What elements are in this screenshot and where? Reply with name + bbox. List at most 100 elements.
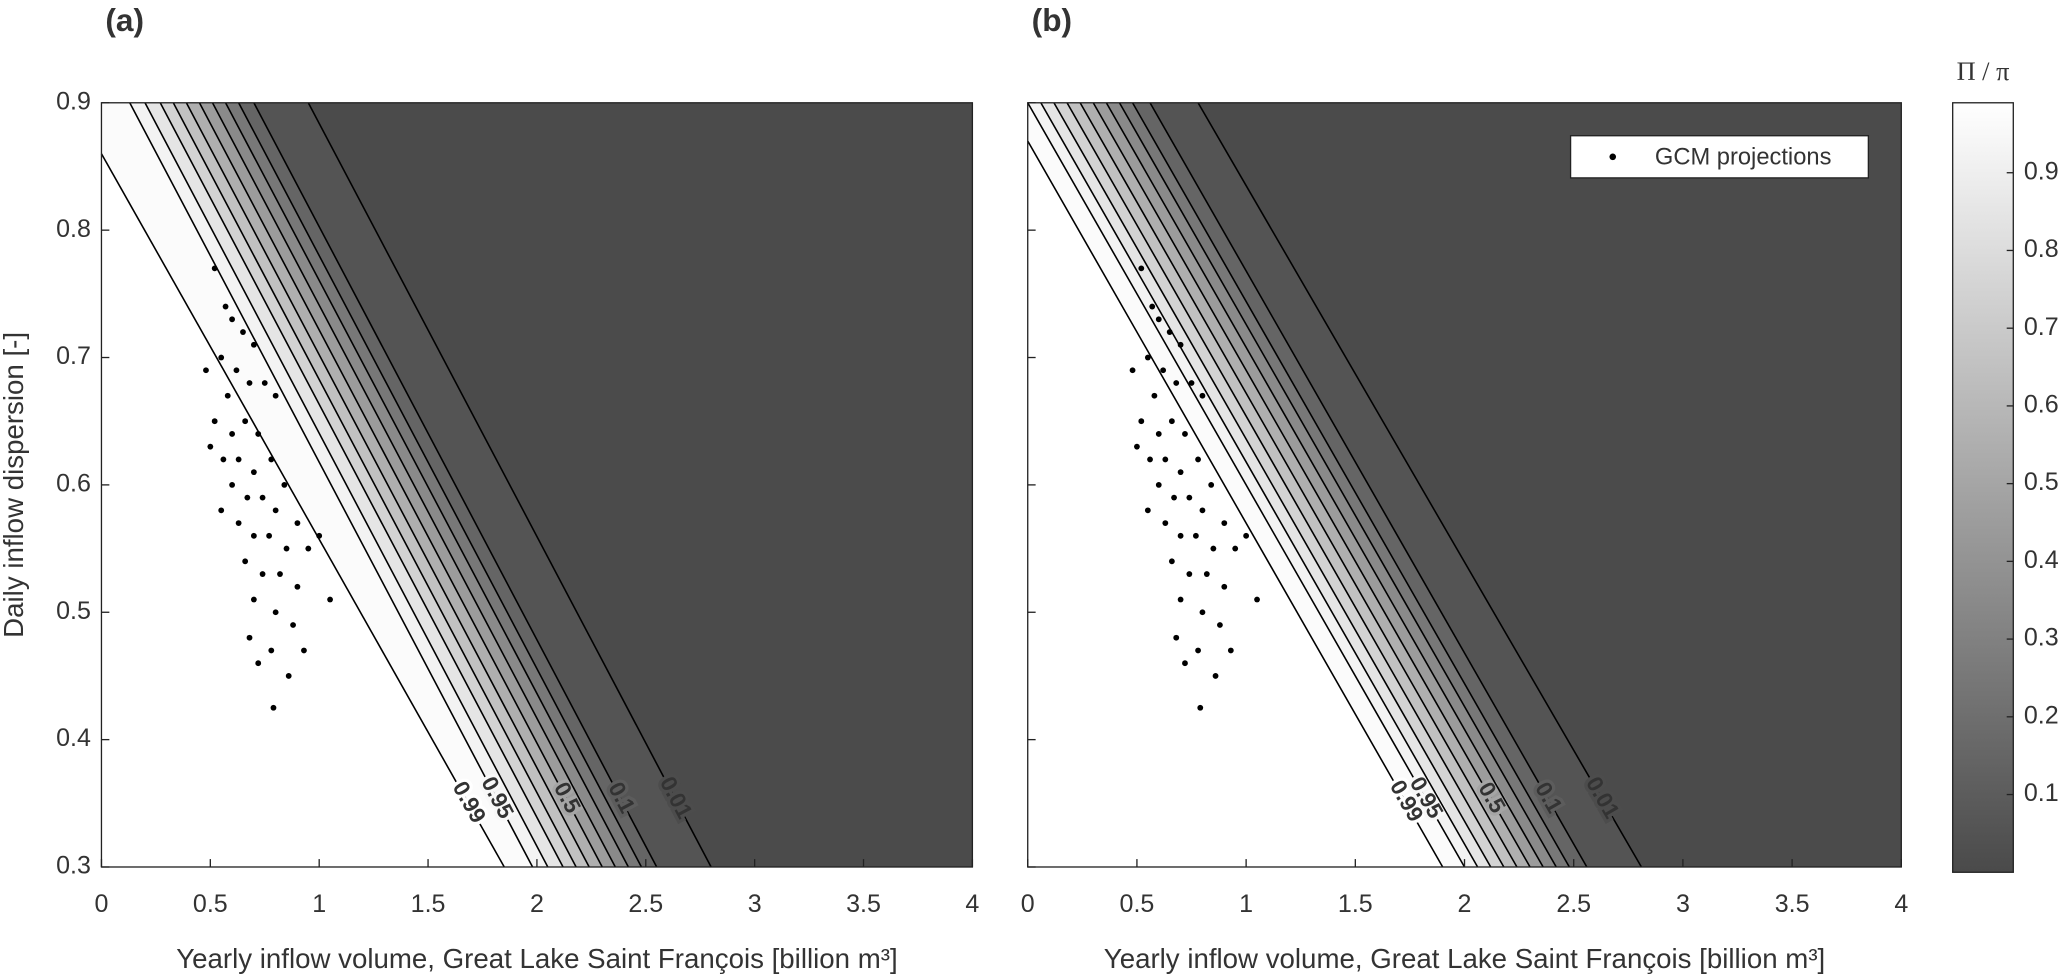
gcm-point [242, 418, 249, 425]
x-tick-label: 2 [530, 890, 544, 918]
gcm-point [1186, 571, 1193, 577]
gcm-point [1138, 265, 1145, 272]
y-tick-label: 0.9 [56, 87, 91, 115]
contour-line [1027, 102, 1466, 868]
gcm-point [229, 316, 235, 323]
x-tick-label: 3.5 [846, 890, 881, 918]
contour-line [237, 102, 643, 868]
x-tick-label: 3.5 [1775, 890, 1810, 918]
gcm-point [1166, 329, 1173, 335]
y-tick-label: 0.5 [56, 597, 91, 625]
gcm-point [290, 622, 296, 628]
gcm-point [240, 329, 246, 335]
x-axis-label: Yearly inflow volume, Great Lake Saint F… [176, 943, 897, 974]
gcm-point [1203, 571, 1210, 577]
gcm-point [242, 558, 249, 565]
gcm-point [1212, 673, 1219, 679]
x-tick-label: 0.5 [1120, 890, 1155, 918]
gcm-point [218, 507, 225, 514]
gcm-point [224, 392, 231, 399]
gcm-point [1168, 418, 1175, 425]
contour-line [144, 102, 549, 868]
gcm-point [229, 431, 235, 437]
gcm-point [1199, 507, 1206, 514]
gcm-point [1182, 660, 1188, 667]
gcm-point [1151, 392, 1158, 399]
gcm-point [1217, 622, 1223, 628]
x-tick-label: 1 [1239, 890, 1253, 918]
y-axis-label: Daily inflow dispersion [-] [0, 332, 29, 638]
colorbar-tick-label: 0.2 [2024, 701, 2059, 729]
contour-line [1053, 102, 1492, 868]
gcm-point [1254, 596, 1260, 603]
contour-line [1149, 102, 1588, 868]
contour-line [1027, 140, 1444, 868]
contour-line [1131, 102, 1571, 868]
x-tick-label: 0 [94, 890, 108, 918]
gcm-point [270, 704, 277, 711]
gcm-point [261, 380, 268, 386]
gcm-point [1195, 456, 1201, 463]
legend-marker [1609, 153, 1617, 161]
gcm-point [1195, 647, 1201, 654]
gcm-point [1221, 520, 1228, 526]
contour-line [307, 102, 712, 868]
x-axis-label: Yearly inflow volume, Great Lake Saint F… [1104, 943, 1825, 974]
x-tick-label: 1.5 [1338, 890, 1373, 918]
gcm-point [250, 532, 257, 539]
contour-line [211, 102, 617, 868]
gcm-point [1177, 341, 1184, 348]
contour-line [1066, 102, 1505, 868]
gcm-point [1232, 545, 1239, 552]
y-tick-label: 0.8 [56, 215, 91, 243]
contour-line [253, 102, 658, 868]
gcm-point [222, 303, 229, 310]
gcm-point [1192, 532, 1199, 539]
colorbar-tick-label: 0.1 [2024, 779, 2059, 807]
gcm-point [1168, 558, 1175, 565]
gcm-point [259, 494, 266, 501]
x-tick-label: 1 [312, 890, 326, 918]
gcm-point [1177, 532, 1184, 539]
gcm-point [281, 481, 288, 488]
panel-title: (a) [105, 2, 144, 38]
colorbar-tick-label: 0.4 [2024, 546, 2059, 574]
gcm-point [250, 596, 257, 603]
gcm-point [246, 380, 253, 386]
colorbar-tick-label: 0.7 [2024, 313, 2059, 341]
gcm-point [1182, 431, 1188, 437]
gcm-point [203, 367, 209, 374]
contour-line [1118, 102, 1557, 868]
colorbar [1952, 102, 2014, 873]
contour-line [185, 102, 590, 868]
legend-label: GCM projections [1655, 144, 1832, 170]
gcm-point [1210, 545, 1217, 552]
contour-line [224, 102, 630, 868]
gcm-point [220, 456, 227, 463]
gcm-point [1171, 494, 1177, 501]
gcm-point [233, 367, 240, 374]
contour-line [198, 102, 603, 868]
colorbar-tick-label: 0.8 [2024, 235, 2059, 263]
gcm-point [1149, 303, 1156, 310]
gcm-point [327, 596, 333, 603]
y-tick-label: 0.6 [56, 469, 91, 497]
gcm-point [1177, 596, 1184, 603]
gcm-point [244, 494, 251, 501]
x-tick-label: 0.5 [193, 890, 228, 918]
gcm-point [1147, 456, 1153, 463]
gcm-point [1188, 380, 1195, 386]
gcm-point [211, 418, 218, 425]
gcm-point [1129, 367, 1136, 374]
gcm-point [1173, 634, 1180, 641]
gcm-point [250, 341, 257, 348]
gcm-point [235, 520, 242, 526]
gcm-point [305, 545, 312, 552]
gcm-point [1221, 583, 1228, 590]
gcm-point [1208, 481, 1215, 488]
gcm-point [1155, 316, 1162, 323]
gcm-point [1173, 380, 1180, 386]
gcm-point [1155, 481, 1162, 488]
x-tick-label: 4 [1894, 890, 1908, 918]
